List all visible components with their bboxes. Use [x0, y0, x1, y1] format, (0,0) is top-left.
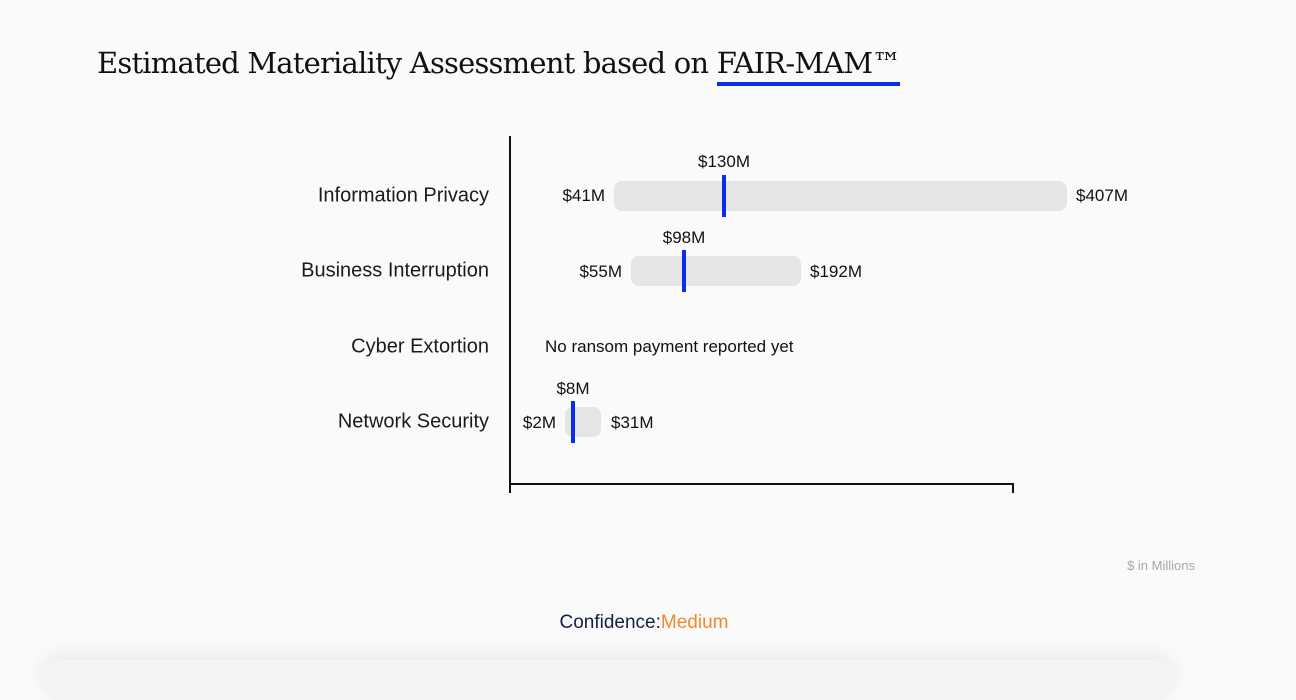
category-label-business-interruption: Business Interruption	[301, 259, 489, 282]
range-bar-information-privacy[interactable]	[614, 181, 1067, 211]
estimate-value: $130M	[698, 152, 750, 171]
brand-link[interactable]: FAIR-MAM™	[716, 44, 901, 86]
low-value: $2M	[522, 413, 556, 432]
estimate-marker	[571, 401, 575, 443]
estimate-value: $98M	[662, 228, 706, 247]
category-label-cyber-extortion: Cyber Extortion	[351, 335, 489, 358]
high-value: $31M	[611, 413, 654, 432]
x-axis-tick-start	[509, 483, 511, 493]
y-axis	[509, 136, 511, 486]
title-prefix: Estimated Materiality Assessment based o…	[97, 46, 717, 80]
confidence-value: Medium	[660, 612, 729, 633]
page-title: Estimated Materiality Assessment based o…	[97, 44, 901, 86]
high-value: $192M	[810, 262, 862, 281]
category-label-information-privacy: Information Privacy	[317, 184, 489, 207]
range-bar-business-interruption[interactable]	[631, 256, 801, 286]
high-value: $407M	[1076, 186, 1128, 205]
x-axis	[509, 483, 1014, 485]
x-axis-tick-end	[1012, 483, 1014, 493]
estimate-marker	[682, 250, 686, 292]
no-data-note: No ransom payment reported yet	[545, 337, 794, 356]
estimate-value: $8M	[556, 379, 590, 398]
next-card-edge	[40, 660, 1176, 700]
low-value: $41M	[562, 186, 605, 205]
low-value: $55M	[579, 262, 622, 281]
confidence-indicator: Confidence:Medium	[0, 612, 1288, 634]
units-note: $ in Millions	[1127, 558, 1195, 573]
category-label-network-security: Network Security	[337, 410, 489, 433]
estimate-marker	[722, 175, 726, 217]
confidence-label: Confidence:	[559, 612, 661, 633]
